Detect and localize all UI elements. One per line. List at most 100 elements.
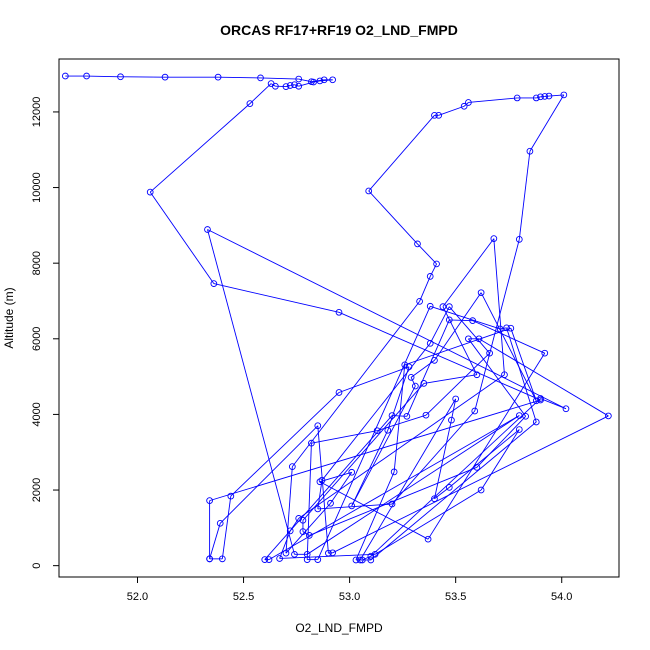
data-point: [562, 405, 570, 413]
y-tick-label: 6000: [31, 327, 43, 351]
data-point: [62, 72, 69, 80]
series-segment: [311, 79, 325, 83]
data-point: [286, 82, 294, 89]
data-point: [267, 80, 275, 87]
series-segment: [476, 415, 526, 468]
data-point: [515, 236, 523, 243]
data-point: [291, 81, 298, 89]
data-point: [117, 73, 124, 81]
data-point: [424, 535, 432, 543]
series-segment: [518, 151, 531, 240]
series-segment: [480, 429, 520, 491]
data-point: [367, 556, 375, 564]
data-point: [146, 188, 154, 196]
data-point: [496, 325, 504, 333]
series-segment: [149, 191, 215, 284]
series-segment: [468, 97, 518, 103]
series-segment: [317, 306, 431, 560]
data-point: [515, 412, 523, 419]
data-point: [314, 556, 322, 563]
data-point: [352, 556, 360, 564]
data-point: [435, 111, 443, 119]
data-point: [475, 335, 483, 343]
data-point: [416, 298, 423, 305]
series-segment: [450, 398, 457, 421]
data-point: [439, 303, 447, 311]
data-point: [329, 549, 336, 557]
data-point: [325, 549, 332, 557]
data-point: [327, 499, 334, 507]
series-segment: [529, 94, 565, 152]
data-point: [206, 555, 213, 563]
data-point: [335, 389, 343, 396]
x-tick-label: 54.0: [551, 591, 572, 603]
series-segment: [302, 383, 425, 521]
data-point: [431, 495, 438, 503]
data-point: [348, 468, 356, 476]
series-segment: [306, 443, 312, 560]
data-point: [310, 78, 317, 86]
data-point: [477, 486, 485, 494]
data-point: [513, 94, 521, 102]
series-segment: [332, 415, 609, 554]
series-segment: [429, 263, 437, 277]
data-point: [305, 532, 313, 539]
series-segment: [219, 425, 319, 524]
data-point: [486, 349, 493, 357]
series-segment: [268, 415, 520, 560]
y-tick-label: 12000: [31, 97, 43, 128]
data-point: [490, 235, 498, 242]
series-segment: [306, 415, 520, 555]
data-point: [286, 527, 294, 535]
data-point: [445, 316, 453, 324]
data-point: [412, 382, 419, 390]
series-segment: [480, 292, 537, 402]
series-segment: [536, 96, 541, 99]
x-tick-label: 52.5: [233, 591, 254, 603]
series-segment: [430, 305, 501, 330]
series-segment: [249, 83, 272, 104]
y-axis-label: Altitude (m): [2, 287, 16, 348]
series-segment: [434, 419, 452, 499]
series-segment: [434, 292, 482, 361]
series-segment: [279, 553, 376, 559]
series-segment: [289, 518, 300, 532]
series-segment: [506, 327, 537, 423]
series-segment: [319, 79, 333, 82]
chart-title: ORCAS RF17+RF19 O2_LND_FMPD: [220, 22, 458, 38]
data-point: [356, 556, 364, 564]
data-point: [473, 371, 481, 379]
data-point: [218, 555, 226, 563]
series-segment: [330, 472, 353, 504]
series-segment: [442, 306, 478, 375]
data-point: [282, 549, 290, 557]
data-point: [295, 515, 303, 522]
series-segment: [438, 105, 465, 116]
series-segment: [362, 555, 372, 561]
data-point: [365, 187, 373, 195]
data-point: [452, 395, 460, 403]
data-point: [507, 324, 515, 332]
data-point: [329, 76, 336, 84]
series-segment: [391, 410, 476, 505]
series-segment: [406, 319, 450, 417]
series-segment: [419, 276, 431, 302]
data-point: [445, 303, 453, 311]
series-segment: [404, 327, 511, 366]
series-segment: [298, 374, 505, 519]
data-point: [388, 412, 396, 419]
data-point: [541, 93, 549, 100]
series-segment: [260, 77, 299, 80]
data-point: [473, 464, 481, 471]
series-segment: [442, 238, 495, 307]
series-segment: [427, 352, 546, 540]
series-segment: [351, 385, 416, 507]
data-point: [537, 93, 544, 101]
data-point: [227, 492, 235, 500]
series-segment: [393, 364, 406, 472]
series-segment: [425, 352, 490, 416]
series-segment: [429, 306, 450, 344]
data-point: [161, 73, 169, 81]
data-point: [373, 427, 381, 435]
series-segment: [510, 328, 537, 401]
